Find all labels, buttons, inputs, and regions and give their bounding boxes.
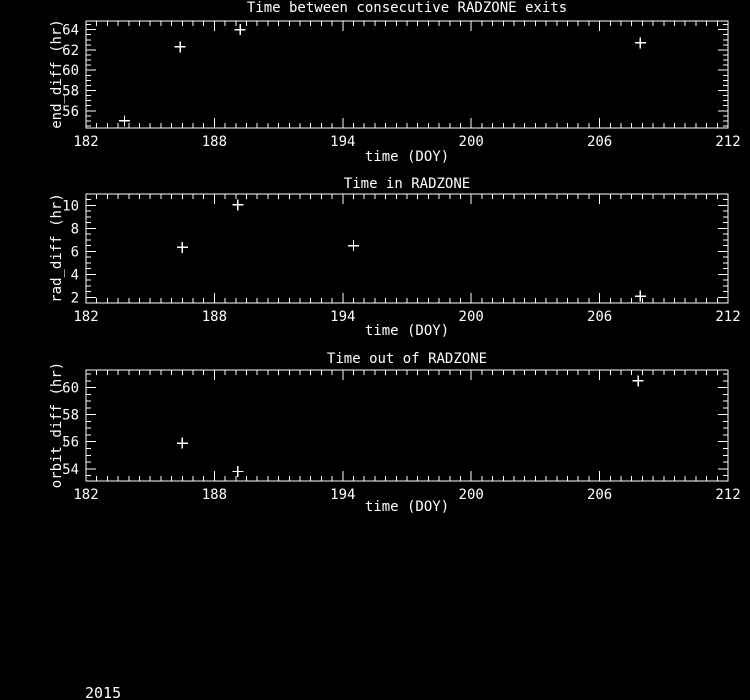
tick-label: 10 — [62, 198, 79, 214]
tick-label: 182 — [73, 487, 98, 503]
tick-label: 58 — [62, 83, 79, 99]
tick-label: 206 — [587, 309, 612, 325]
panel-3-points — [176, 375, 644, 478]
panel-3-title: Time out of RADZONE — [326, 351, 488, 367]
panel-1-x-axis-label: time (DOY) — [364, 149, 450, 165]
tick-label: 212 — [715, 134, 740, 150]
panel-2-points — [176, 199, 646, 302]
tick-label: 182 — [73, 309, 98, 325]
tick-label: 8 — [71, 221, 79, 237]
year-label: 2015 — [85, 684, 122, 700]
tick-label: 206 — [587, 487, 612, 503]
tick-label: 206 — [587, 134, 612, 150]
tick-label: 212 — [715, 309, 740, 325]
tick-label: 200 — [459, 309, 484, 325]
panel-3: 182 188 194 200 206 212 54 56 58 60 — [62, 369, 741, 503]
panel-2-y-axis-label: rad_diff (hr) — [49, 193, 65, 303]
panel-3-x-axis-label: time (DOY) — [364, 499, 450, 515]
panel-3-y-axis-label: orbit_diff (hr) — [49, 361, 65, 489]
tick-label: 200 — [459, 487, 484, 503]
tick-label: 194 — [330, 487, 355, 503]
tick-label: 4 — [71, 267, 79, 283]
tick-label: 60 — [62, 63, 79, 79]
tick-label: 54 — [62, 462, 79, 478]
tick-label: 188 — [202, 309, 227, 325]
panel-3-frame — [85, 369, 729, 482]
panel-2-title: Time in RADZONE — [343, 176, 471, 192]
tick-label: 2 — [71, 290, 79, 306]
tick-label: 64 — [62, 23, 79, 39]
tick-label: 56 — [62, 435, 79, 451]
tick-label: 194 — [330, 134, 355, 150]
tick-label: 62 — [62, 43, 79, 59]
tick-label: 60 — [62, 381, 79, 397]
tick-label: 56 — [62, 104, 79, 120]
tick-label: 6 — [71, 244, 79, 260]
tick-label: 194 — [330, 309, 355, 325]
tick-label: 212 — [715, 487, 740, 503]
panel-2: 182 188 194 200 206 212 2 4 6 8 10 — [62, 193, 741, 325]
panel-1-y-axis-label: end_diff (hr) — [49, 19, 65, 129]
tick-label: 58 — [62, 408, 79, 424]
tick-label: 188 — [202, 134, 227, 150]
panel-1-frame — [85, 20, 729, 129]
tick-label: 200 — [459, 134, 484, 150]
tick-label: 182 — [73, 134, 98, 150]
panel-1-title: Time between consecutive RADZONE exits — [246, 0, 568, 16]
panel-1: 182 188 194 200 206 212 56 58 60 62 64 — [62, 20, 741, 150]
tick-label: 188 — [202, 487, 227, 503]
panel-1-points — [119, 24, 646, 127]
panel-2-x-axis-label: time (DOY) — [364, 323, 450, 339]
